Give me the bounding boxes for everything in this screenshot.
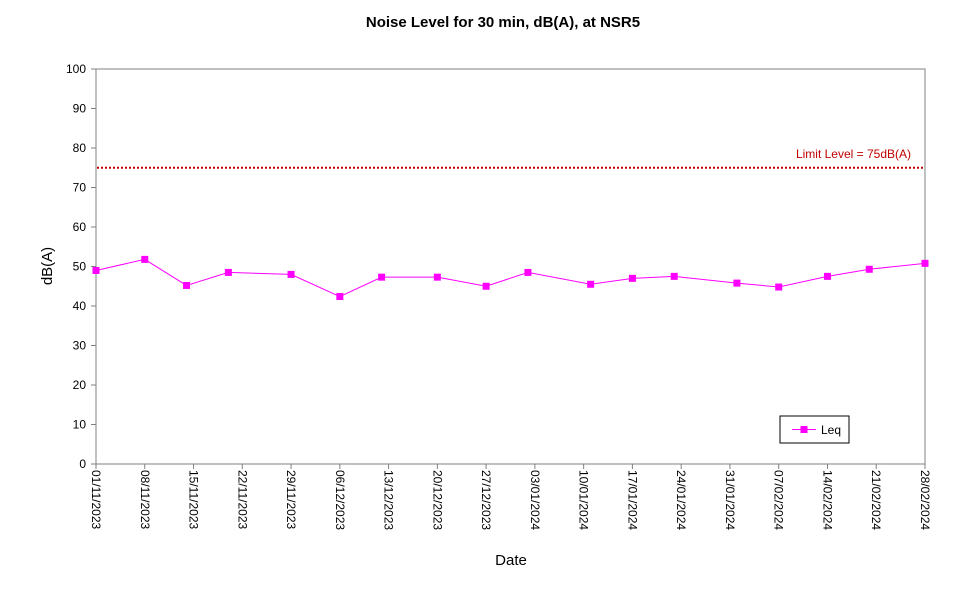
data-point [378, 273, 386, 281]
y-tick-label: 90 [73, 102, 87, 116]
data-point [865, 265, 873, 273]
x-tick-label: 15/11/2023 [187, 470, 201, 529]
series-leq [92, 255, 929, 301]
x-tick-label: 10/01/2024 [577, 470, 591, 530]
data-point [92, 266, 100, 274]
data-point [921, 259, 929, 267]
series-line [95, 258, 926, 298]
data-point [524, 268, 532, 276]
y-tick-label: 60 [73, 220, 87, 234]
x-tick-label: 24/01/2024 [674, 470, 688, 530]
x-tick-label: 03/01/2024 [528, 470, 542, 530]
y-tick-label: 70 [73, 181, 87, 195]
x-tick-label: 28/02/2024 [918, 470, 932, 530]
y-axis: 0 10 20 30 40 50 60 70 80 90 100 [66, 62, 96, 471]
plot-area [95, 68, 926, 465]
x-tick-label: 13/12/2023 [382, 470, 396, 530]
y-tick-label: 100 [66, 62, 86, 76]
y-tick-label: 0 [79, 457, 86, 471]
data-point [224, 268, 232, 276]
y-axis-label: dB(A) [39, 247, 56, 285]
data-point [628, 274, 636, 282]
x-tick-label: 08/11/2023 [138, 470, 152, 529]
data-point [733, 279, 741, 287]
x-axis: 01/11/2023 08/11/2023 15/11/2023 22/11/2023… [89, 464, 932, 530]
data-point [433, 273, 441, 281]
limit-label: Limit Level = 75dB(A) [796, 147, 911, 161]
y-tick-label: 80 [73, 141, 87, 155]
x-tick-label: 17/01/2024 [625, 470, 639, 530]
x-tick-label: 20/12/2023 [430, 470, 444, 530]
legend-label-leq: Leq [821, 423, 841, 437]
y-tick-label: 30 [73, 339, 87, 353]
x-tick-label: 27/12/2023 [479, 470, 493, 530]
x-tick-label: 21/02/2024 [869, 470, 883, 530]
data-point [587, 280, 595, 288]
data-point [775, 283, 783, 291]
data-point [141, 255, 149, 263]
x-tick-label: 01/11/2023 [89, 470, 103, 529]
legend: Leq [779, 415, 850, 444]
x-tick-label: 07/02/2024 [772, 470, 786, 530]
data-point [482, 282, 490, 290]
x-tick-label: 14/02/2024 [820, 470, 834, 530]
x-axis-label: Date [495, 552, 527, 569]
x-tick-label: 06/12/2023 [333, 470, 347, 530]
x-tick-label: 29/11/2023 [284, 470, 298, 529]
x-tick-label: 22/11/2023 [235, 470, 249, 529]
x-tick-label: 31/01/2024 [723, 470, 737, 530]
data-point [670, 272, 678, 280]
chart-title: Noise Level for 30 min, dB(A), at NSR5 [366, 14, 640, 31]
data-point [287, 270, 295, 278]
data-point [336, 293, 344, 301]
y-tick-label: 20 [73, 378, 87, 392]
data-point [183, 281, 191, 289]
data-point [823, 272, 831, 280]
y-tick-label: 10 [73, 418, 87, 432]
legend-marker [800, 426, 808, 433]
y-tick-label: 40 [73, 299, 87, 313]
y-tick-label: 50 [73, 260, 87, 274]
